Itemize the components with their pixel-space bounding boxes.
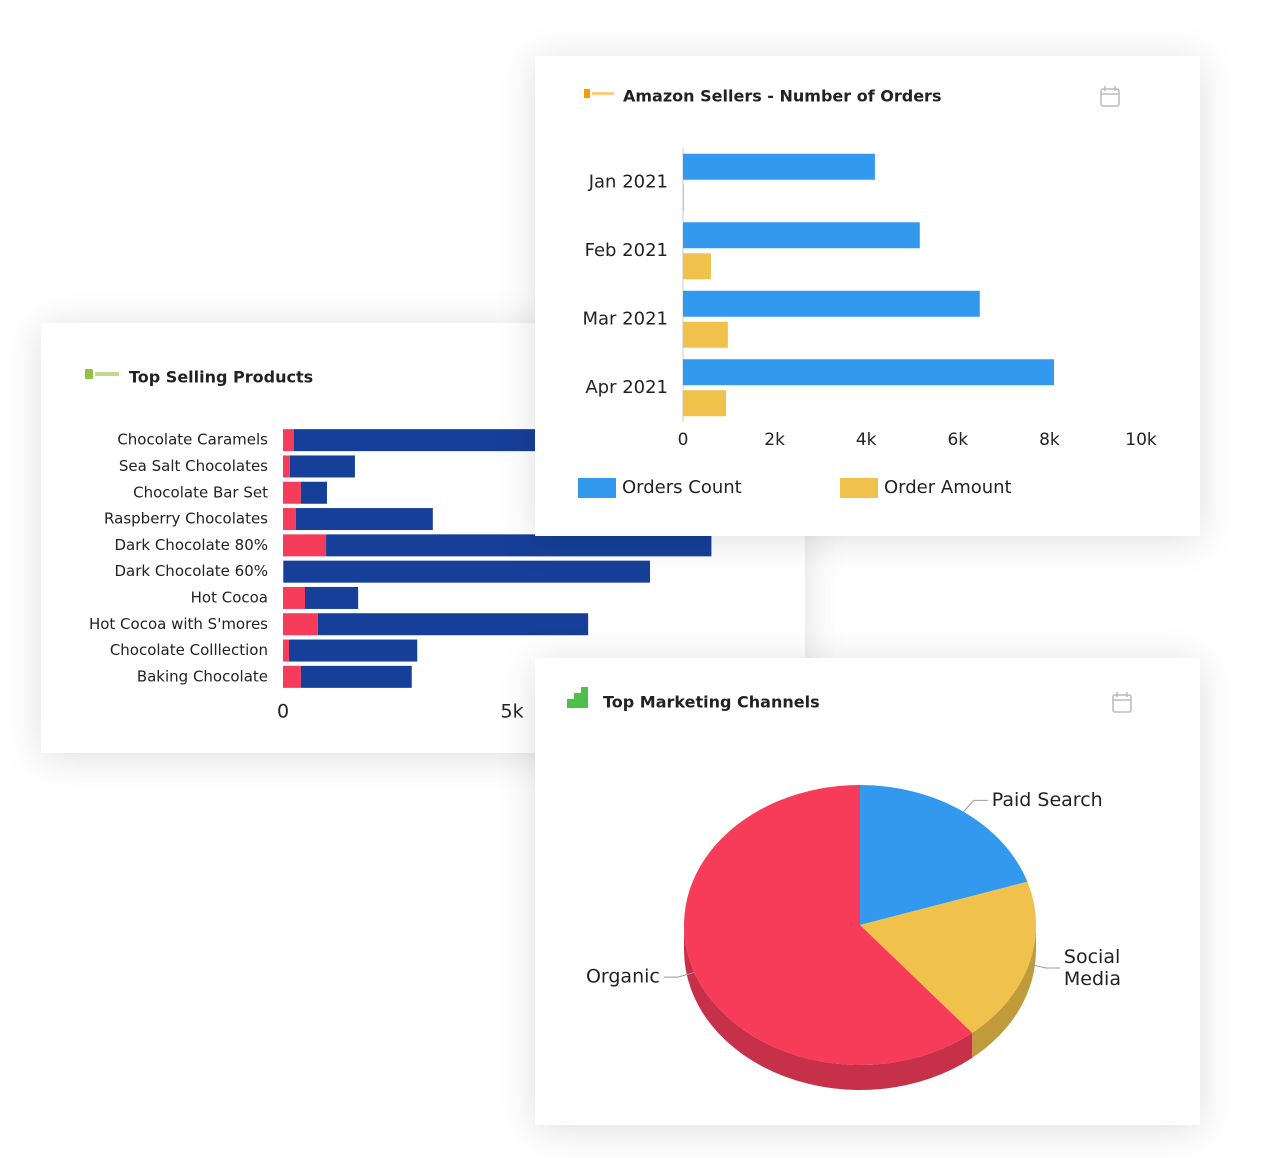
y-tick-label: Chocolate Colllection [110,641,268,659]
legend-label: Orders Count [622,477,742,498]
marketing-icon [567,687,588,708]
bar [300,481,327,504]
x-tick-label: 4k [856,430,877,450]
bar [283,560,651,583]
leader-line [963,799,988,813]
y-tick-label: Sea Salt Chocolates [119,457,268,475]
bar [317,613,589,636]
y-tick-label: Mar 2021 [583,308,669,329]
pie-label: Social Media [1064,945,1121,989]
bar [683,153,875,180]
y-tick-label: Dark Chocolate 60% [114,562,268,580]
calendar-icon [1112,692,1132,713]
bar [283,481,301,504]
bar [283,560,284,583]
y-tick-label: Apr 2021 [585,377,668,398]
x-tick-label: 5k [501,701,524,723]
bar [683,184,684,211]
bar [283,455,290,478]
y-tick-label: Chocolate Caramels [117,431,268,449]
leader-line [1028,963,1060,969]
x-tick-label: 2k [764,430,785,450]
chart-title: Amazon Sellers - Number of Orders [623,87,941,106]
bar [304,586,359,609]
y-tick-label: Dark Chocolate 80% [114,536,268,554]
y-tick-label: Hot Cocoa with S'mores [89,615,268,633]
bar [283,534,327,557]
legend-label: Order Amount [884,477,1012,498]
amazon-logo [584,89,614,98]
pie-slice [860,785,1028,925]
bar [283,429,294,452]
x-tick-label: 6k [947,430,968,450]
bar [300,665,412,688]
bar [683,390,727,417]
bar [295,508,433,531]
x-tick-label: 0 [277,701,289,723]
y-tick-label: Feb 2021 [585,240,668,261]
marketing-card: Top Marketing Channels Paid Search Social… [535,658,1200,1125]
pie-side [972,925,1036,1058]
x-tick-label: 10k [1125,430,1157,450]
bar [288,639,418,662]
pie-label: Organic [586,966,660,988]
x-tick-label: 8k [1039,430,1060,450]
bar [683,359,1054,386]
pie-side [684,925,973,1091]
calendar-icon [1100,86,1120,107]
legend-swatch [578,478,616,498]
chart-title: Top Selling Products [129,368,313,387]
shopify-logo [85,369,119,379]
bar [683,253,711,280]
bar [326,534,712,557]
bar [283,639,289,662]
x-tick-label: 0 [678,430,689,450]
legend-swatch [840,478,878,498]
bar [683,290,980,317]
y-tick-label: Jan 2021 [588,171,668,192]
chart-title: Top Marketing Channels [603,693,820,712]
bar [683,321,728,348]
bar [283,508,296,531]
y-tick-label: Baking Chocolate [137,667,268,685]
leader-line [663,971,695,978]
bar [683,222,920,249]
bar [283,586,305,609]
y-tick-label: Hot Cocoa [191,588,268,606]
y-tick-label: Chocolate Bar Set [133,483,268,501]
bar [289,455,355,478]
bar [283,665,301,688]
y-tick-label: Raspberry Chocolates [104,510,268,528]
amazon-card: Amazon Sellers - Number of Orders Jan 20… [535,56,1200,536]
pie-slice [684,784,973,1065]
pie-slice [860,881,1037,1033]
pie-label: Paid Search [992,789,1103,811]
bar [283,613,318,636]
